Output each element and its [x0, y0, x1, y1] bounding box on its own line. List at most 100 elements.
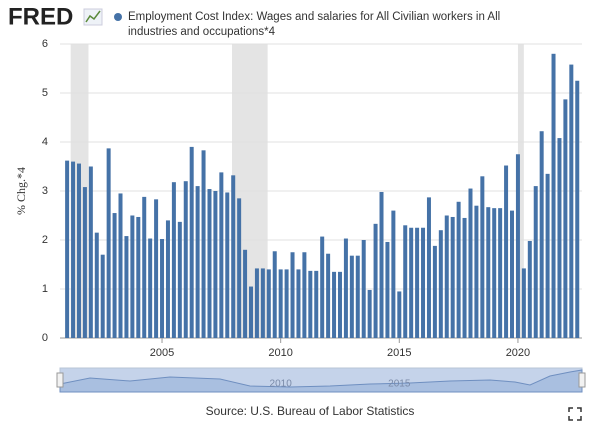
bar: [314, 270, 319, 338]
bar: [278, 269, 283, 338]
x-tick-label: 2015: [387, 347, 411, 359]
bar: [533, 186, 538, 338]
bar: [207, 189, 212, 338]
bar: [272, 251, 277, 338]
bar: [486, 207, 491, 338]
fullscreen-icon[interactable]: [568, 407, 582, 421]
bar: [343, 238, 348, 338]
bar: [308, 270, 313, 338]
navigator-label: 2015: [388, 379, 411, 390]
legend-swatch: [114, 13, 122, 21]
source: Source: U.S. Bureau of Labor Statistics: [206, 404, 415, 418]
bar: [290, 252, 295, 338]
bar: [130, 215, 135, 338]
bar: [498, 208, 503, 338]
bar: [100, 254, 105, 338]
y-tick-label: 5: [42, 87, 48, 99]
bar: [415, 227, 420, 338]
bar: [71, 161, 76, 338]
bar: [332, 271, 337, 338]
y-tick-label: 2: [42, 234, 48, 246]
bar: [462, 217, 467, 338]
bar: [118, 193, 123, 338]
y-tick-label: 6: [42, 38, 48, 50]
bar: [177, 221, 182, 338]
bar: [421, 227, 426, 338]
bar: [76, 163, 81, 338]
bar: [557, 138, 562, 338]
bar: [243, 249, 248, 338]
bar: [450, 216, 455, 338]
bar: [527, 240, 532, 338]
y-tick-label: 3: [42, 185, 48, 197]
navigator-label: 2010: [270, 379, 293, 390]
bar: [260, 268, 265, 338]
bar: [385, 241, 390, 338]
bar: [409, 227, 414, 338]
bar: [148, 238, 153, 338]
bar: [142, 196, 147, 338]
bar: [213, 191, 218, 338]
bar: [539, 131, 544, 338]
bar: [154, 199, 159, 338]
bar: [563, 99, 568, 339]
bar: [326, 253, 331, 338]
bar: [201, 150, 206, 338]
bar: [88, 166, 93, 338]
bar: [171, 182, 176, 338]
bar: [456, 201, 461, 338]
bar: [575, 80, 580, 338]
bar: [492, 208, 497, 338]
bar: [367, 289, 372, 338]
bar: [183, 181, 188, 338]
y-tick-label: 0: [42, 332, 48, 344]
bar: [468, 188, 473, 338]
bar: [231, 175, 236, 338]
bar: [296, 269, 301, 338]
bar: [302, 252, 307, 338]
bar: [254, 268, 259, 338]
bar: [106, 148, 111, 338]
bar: [480, 176, 485, 338]
bar: [515, 154, 520, 338]
bar: [379, 191, 384, 338]
bar: [237, 198, 242, 338]
bar: [510, 210, 515, 338]
bar: [569, 64, 574, 338]
bar: [373, 223, 378, 338]
bar: [504, 165, 509, 338]
bar: [551, 53, 556, 339]
bar: [355, 255, 360, 338]
bar: [65, 160, 70, 338]
bar: [266, 269, 271, 338]
bar: [361, 240, 366, 338]
x-tick-label: 2010: [268, 347, 292, 359]
bar: [521, 268, 526, 338]
bar: [195, 186, 200, 338]
bar: [545, 173, 550, 338]
y-axis-label: % Chg.*4: [14, 167, 28, 215]
bar: [397, 291, 402, 338]
logo-icon: [83, 8, 103, 26]
bar: [337, 271, 342, 338]
bar: [225, 192, 230, 338]
bar: [438, 230, 443, 338]
logo: FRED: [8, 3, 73, 30]
bar: [189, 146, 194, 338]
bar: [82, 187, 87, 338]
bar: [219, 172, 224, 338]
bar: [349, 255, 354, 338]
bar: [94, 232, 99, 338]
bar: [474, 205, 479, 338]
bar: [136, 216, 141, 338]
bar: [124, 236, 129, 338]
bar: [165, 220, 170, 338]
x-tick-label: 2020: [506, 347, 530, 359]
bar: [432, 245, 437, 338]
y-tick-label: 1: [42, 283, 48, 295]
bar: [426, 197, 431, 338]
bar: [444, 215, 449, 338]
bar: [320, 236, 325, 338]
